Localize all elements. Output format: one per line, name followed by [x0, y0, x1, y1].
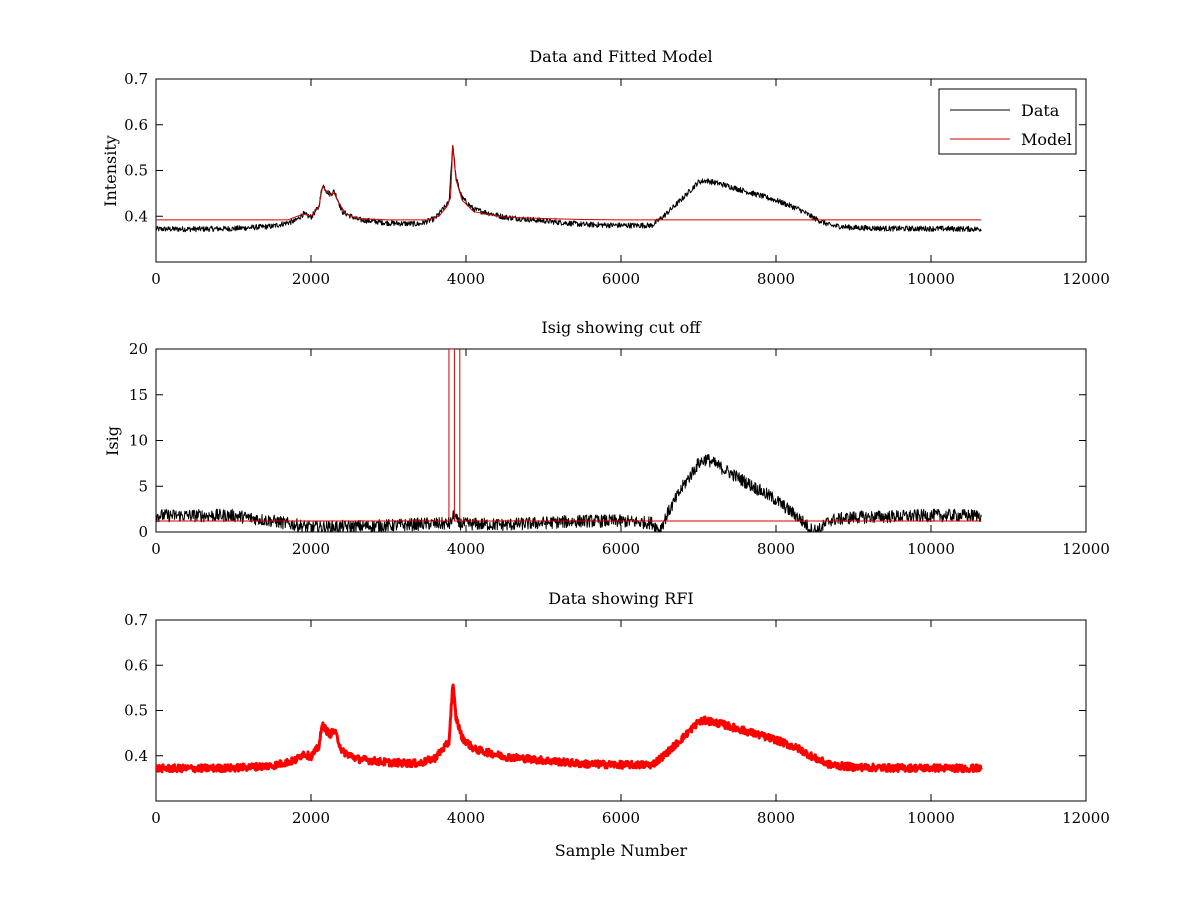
x-tick-label: 0: [151, 270, 161, 288]
plot-area: 0 2000 4000 6000 8000 10000 12000 0.4 0.5 0.6 0.7: [124, 611, 1110, 827]
x-tick-label: 2000: [292, 809, 330, 827]
y-tick-label: 0: [138, 523, 148, 541]
y-tick-label: 10: [129, 432, 148, 450]
x-tick-label: 4000: [447, 270, 485, 288]
plot-area: 0 2000 4000 6000 8000 10000 12000 0 5 10 15 20: [129, 340, 1110, 558]
chart-panel-intensity: Data and Fitted Model Intensity 0 2000 400…: [101, 47, 1110, 288]
y-tick-label: 15: [129, 386, 148, 404]
x-tick-label: 6000: [602, 809, 640, 827]
series-line-0: [156, 454, 982, 532]
y-tick-label: 0.4: [124, 207, 148, 225]
y-tick-label: 0.4: [124, 747, 148, 765]
chart-panel-rfi: Data showing RFI Sample Number 0 2000 4000…: [124, 589, 1110, 860]
y-tick-label: 0.7: [124, 70, 148, 88]
series-line-0: [156, 683, 983, 774]
plot-area: 0 2000 4000 6000 8000 10000 12000 0.4 0.5 0.6 0.7: [124, 70, 1110, 288]
chart-panel-isig: Isig showing cut off Isig 0 2000 4000 6000 8…: [103, 318, 1110, 558]
series-line-1: [156, 349, 982, 522]
x-tick-label: 6000: [602, 270, 640, 288]
y-axis-label: Isig: [103, 426, 122, 456]
x-tick-label: 8000: [757, 270, 795, 288]
x-tick-label: 12000: [1062, 270, 1110, 288]
x-tick-label: 12000: [1062, 540, 1110, 558]
x-tick-label: 10000: [907, 540, 955, 558]
x-tick-label: 4000: [447, 540, 485, 558]
series-line-1: [156, 144, 982, 221]
y-axis-label: Intensity: [101, 135, 120, 207]
y-tick-label: 0.6: [124, 116, 148, 134]
x-tick-label: 10000: [907, 809, 955, 827]
y-tick-label: 0.7: [124, 611, 148, 629]
legend-box: [938, 88, 1077, 155]
x-axis-label: Sample Number: [555, 841, 688, 860]
x-tick-label: 6000: [602, 540, 640, 558]
axes-frame: [155, 619, 1087, 802]
legend: Data Model: [938, 88, 1077, 155]
y-tick-label: 5: [138, 477, 148, 495]
x-tick-label: 10000: [907, 270, 955, 288]
y-tick-label: 20: [129, 340, 148, 358]
x-tick-label: 4000: [447, 809, 485, 827]
legend-label-data: Data: [1021, 101, 1060, 120]
chart-title: Data and Fitted Model: [529, 47, 712, 66]
x-tick-label: 0: [151, 809, 161, 827]
y-tick-label: 0.5: [124, 702, 148, 720]
legend-label-model: Model: [1021, 130, 1072, 149]
x-tick-label: 12000: [1062, 809, 1110, 827]
y-tick-label: 0.5: [124, 162, 148, 180]
x-tick-label: 8000: [757, 809, 795, 827]
x-tick-label: 0: [151, 540, 161, 558]
x-tick-label: 2000: [292, 540, 330, 558]
y-tick-label: 0.6: [124, 656, 148, 674]
x-tick-label: 2000: [292, 270, 330, 288]
chart-title: Data showing RFI: [548, 589, 693, 608]
chart-title: Isig showing cut off: [541, 318, 702, 337]
axes-frame: [155, 348, 1087, 533]
series-line-0: [156, 145, 982, 233]
x-tick-label: 8000: [757, 540, 795, 558]
